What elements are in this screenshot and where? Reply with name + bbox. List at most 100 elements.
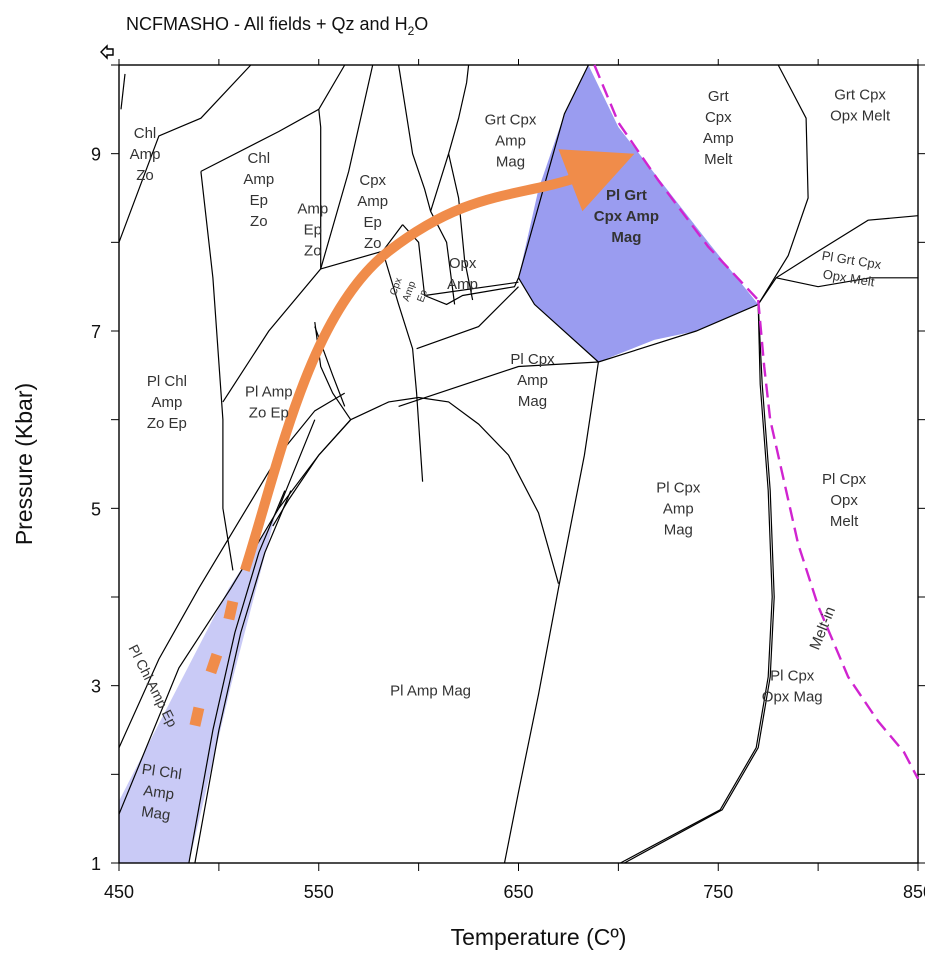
field-label-line: Zo <box>304 242 322 259</box>
field-boundary-line <box>424 281 519 297</box>
field-label-line: Amp <box>517 372 548 389</box>
field-label-line: Melt <box>830 513 859 530</box>
field-label-line: Pl Cpx <box>510 351 555 368</box>
field-shade-pl-chl-amp-mag <box>119 499 287 863</box>
field-boundary-line <box>398 361 599 407</box>
field-label-line: Zo <box>364 235 382 252</box>
field-boundary-line <box>517 64 589 278</box>
field-label-line: Ep <box>304 221 322 238</box>
field-boundary-line <box>776 277 918 288</box>
field-label-line: Amp <box>703 130 734 147</box>
y-axis-label: Pressure (Kbar) <box>11 383 37 545</box>
field-boundary-line <box>402 224 520 306</box>
field-label-line: Opx <box>449 255 477 272</box>
melt-in-curve-upper <box>593 64 760 301</box>
field-label: Pl Cpx Amp Mag <box>656 480 701 539</box>
field-boundary-line <box>517 277 599 363</box>
field-boundary-line <box>503 361 599 864</box>
field-label: Pl Amp Mag <box>390 682 471 699</box>
field-label-line: Ep <box>364 214 382 231</box>
pt-path-dash <box>189 706 205 727</box>
field-label-line: Amp <box>142 782 175 803</box>
field-label-line: Mag <box>611 229 641 246</box>
field-boundary-line <box>624 304 775 864</box>
field-label: Grt Cpx Amp Mag <box>485 112 537 171</box>
field-label-line: Mag <box>664 522 693 539</box>
field-label: Pl Cpx Amp Mag <box>510 351 555 410</box>
field-label-line: Pl Cpx <box>822 471 867 488</box>
field-boundary-line <box>118 64 252 243</box>
field-label-line: Amp <box>151 394 182 411</box>
field-label-line: Amp <box>357 193 388 210</box>
x-axis-label: Temperature (Cº) <box>451 924 627 950</box>
field-label: Grt Cpx Opx Melt <box>830 87 891 125</box>
field-label-line: Zo <box>136 167 154 184</box>
field-label-line: Pl Chl Amp Ep <box>125 642 180 730</box>
field-shade-pl-grt-cpx-amp-mag <box>518 65 759 362</box>
field-label: Pl Cpx Opx Melt <box>822 471 867 530</box>
field-label-line: Opx Melt <box>830 108 891 125</box>
field-label-line: Mag <box>140 803 171 824</box>
pt-path-arrowhead <box>558 149 635 212</box>
field-label-line: Grt Cpx <box>485 112 537 129</box>
field-boundary-line <box>448 153 474 301</box>
x-tick-label: 750 <box>703 882 733 902</box>
field-label: Pl Cpx Opx Mag <box>762 667 823 705</box>
x-tick-label: 650 <box>503 882 533 902</box>
field-label-line: Pl Amp Mag <box>390 682 471 699</box>
field-label-line: Zo Ep <box>147 415 187 432</box>
field-boundary-line <box>278 419 316 509</box>
field-boundary-line <box>382 251 424 482</box>
field-label-line: Pl Chl <box>147 373 187 390</box>
field-boundary-line <box>350 396 560 584</box>
field-label-line: Chl <box>248 150 271 167</box>
field-label-line: Opx Mag <box>762 688 823 705</box>
field-label: Chl Amp Ep Zo <box>243 150 274 230</box>
field-label-line: Pl Grt <box>606 187 647 204</box>
plot-frame <box>118 64 919 864</box>
x-tick-label: 850 <box>903 882 925 902</box>
field-label-line: Amp <box>243 171 274 188</box>
pt-path-dash <box>223 600 239 621</box>
y-tick-label: 5 <box>91 499 101 519</box>
field-boundary-line <box>200 64 346 172</box>
x-tick-label: 550 <box>304 882 334 902</box>
field-label: Amp Ep Zo <box>297 200 328 259</box>
field-label: Pl Amp Zo Ep <box>245 384 293 422</box>
field-boundary-line <box>320 64 374 270</box>
field-label-line: Ep <box>250 192 268 209</box>
field-boundary-line <box>757 215 919 305</box>
field-label-line: Pl Cpx <box>656 480 701 497</box>
field-label-line: Chl <box>134 125 157 142</box>
x-tick-label: 450 <box>104 882 134 902</box>
field-label-line: Melt-in <box>806 604 839 652</box>
field-label-line: Cpx <box>359 172 386 189</box>
field-label-line: Amp <box>663 501 694 518</box>
field-boundary-line <box>757 64 809 305</box>
field-label-line: Grt <box>708 88 730 105</box>
field-boundary-line <box>118 392 346 748</box>
field-label-line: Pl Amp <box>245 384 293 401</box>
field-label-line: Ep <box>415 288 430 304</box>
field-label-line: Amp <box>130 146 161 163</box>
field-label-line: Amp <box>297 200 328 217</box>
field-boundary-line <box>188 490 286 864</box>
field-boundary-line <box>620 304 773 864</box>
field-label-line: Pl Cpx <box>770 667 815 684</box>
field-label-line: Pl Chl <box>141 761 183 783</box>
field-label-line: Amp <box>495 133 526 150</box>
corner-arrow-icon <box>100 44 114 60</box>
field-label: Cpx Amp Ep Zo <box>357 172 388 252</box>
y-tick-label: 7 <box>91 322 101 342</box>
y-tick-label: 3 <box>91 677 101 697</box>
field-label: Grt Cpx Amp Melt <box>703 88 734 168</box>
field-label: Chl Amp Zo <box>130 125 161 184</box>
field-label-line: Zo Ep <box>249 405 289 422</box>
field-label-line: Amp <box>447 276 478 293</box>
y-tick-label: 9 <box>91 145 101 165</box>
axis-ticks <box>111 59 925 871</box>
